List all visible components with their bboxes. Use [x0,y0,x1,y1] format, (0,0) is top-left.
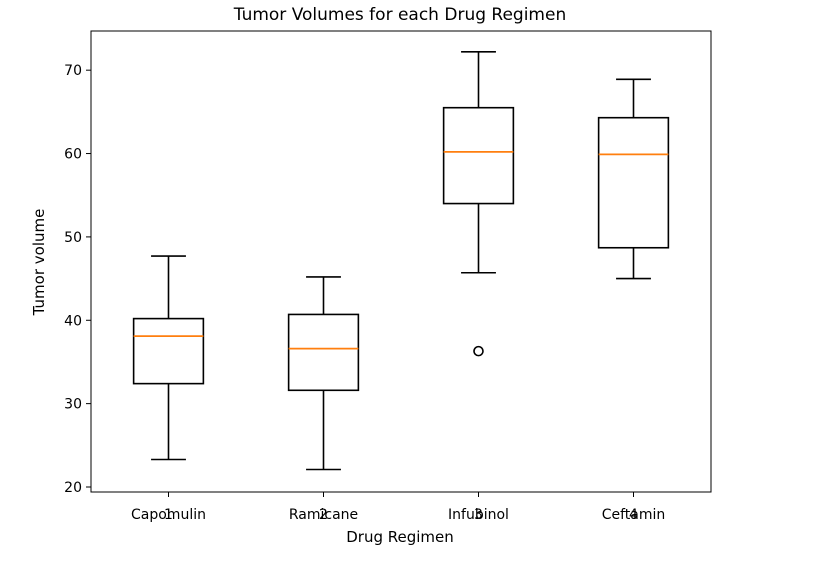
x-category-label: Ramicane [289,507,358,523]
outlier-point [473,345,484,357]
x-tick-label: 3 [474,507,483,523]
box-group-2 [287,276,360,471]
box-iqr [132,317,205,385]
y-tick-label: 30 [64,397,82,413]
box-group-4 [597,78,670,280]
chart-title: Tumor Volumes for each Drug Regimen [233,5,566,25]
y-tick-label: 20 [64,480,82,496]
x-tick-label: 4 [629,507,638,523]
box-iqr [597,116,670,249]
x-axis-label: Drug Regimen [346,528,454,546]
y-tick-label: 50 [64,230,82,246]
y-axis-label: Tumor volume [30,209,48,317]
x-axis: 1 2 3 4 Capomulin Ramicane Infubinol Ceftamin [131,492,665,523]
y-tick-label: 40 [64,313,82,329]
x-category-label: Ceftamin [602,507,666,523]
box-group-3 [442,51,515,357]
y-tick-label: 70 [64,63,82,79]
box-iqr [287,313,360,392]
box-iqr [442,106,515,205]
x-tick-label: 2 [319,507,328,523]
x-category-label: Infubinol [448,507,509,523]
x-category-label: Capomulin [131,507,206,523]
box-group-1 [132,255,205,461]
y-tick-label: 60 [64,147,82,163]
y-axis: 20 30 40 50 60 70 [64,63,91,496]
axes-frame [90,30,712,493]
plot-area [90,30,712,493]
x-tick-label: 1 [164,507,173,523]
